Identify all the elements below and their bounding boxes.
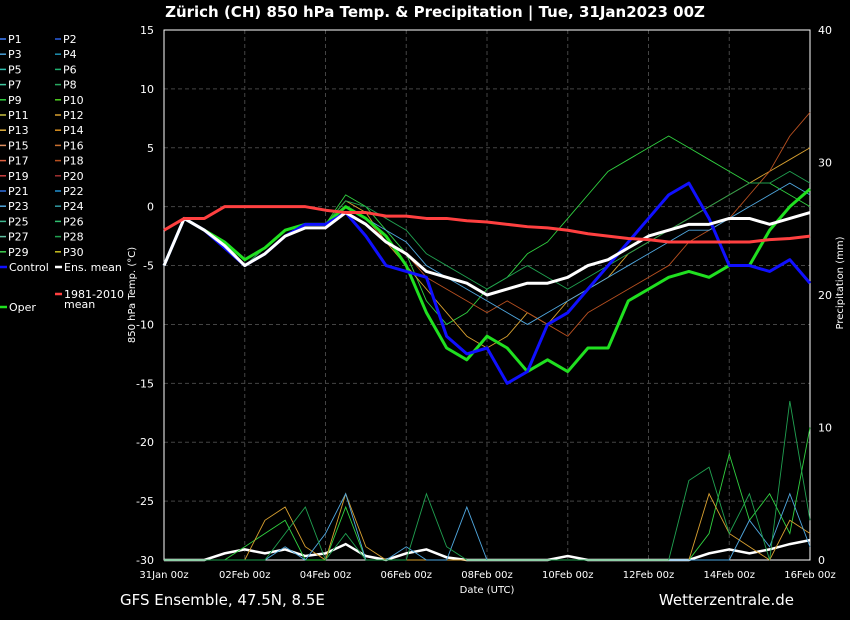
precip-lines	[164, 400, 811, 562]
legend-label: Control	[9, 261, 49, 274]
y2-tick-label: 0	[818, 554, 825, 567]
legend-label: P26	[63, 215, 84, 228]
legend-label: P30	[63, 246, 84, 259]
legend-label: P8	[63, 79, 77, 92]
legend-label: P16	[63, 139, 84, 152]
legend-label: P24	[63, 200, 84, 213]
x-axis-ticks: 31Jan 00z 02Feb 00z 04Feb 00z 06Feb 00z 08Fe…	[139, 570, 835, 581]
legend-label: P5	[8, 63, 22, 76]
y-tick-label: -20	[136, 436, 154, 449]
legend-label: P3	[8, 48, 22, 61]
legend-label: P21	[8, 185, 29, 198]
grid	[164, 30, 810, 560]
legend-label: P12	[63, 109, 84, 122]
legend-label: P9	[8, 94, 22, 107]
temp-series-line	[162, 211, 811, 297]
legend-label: P19	[8, 170, 29, 183]
y2-tick-label: 30	[818, 157, 832, 170]
x-tick-label: 02Feb 00z	[219, 570, 271, 581]
legend-label: P14	[63, 124, 84, 137]
legend-label: P7	[8, 79, 22, 92]
legend: P1 P2 P3 P4 P5 P6 P7 P8 P9 P10 P11 P12 P13 P14 P15 P16 P…	[0, 33, 124, 314]
y2-tick-label: 40	[818, 24, 832, 37]
x-tick-label: 06Feb 00z	[380, 570, 432, 581]
legend-label: Oper	[9, 301, 36, 314]
legend-label: P4	[63, 48, 77, 61]
y2-axis-label: Precipitation (mm)	[835, 236, 846, 329]
legend-label: P17	[8, 155, 29, 168]
temp-lines	[162, 112, 812, 385]
legend-label: P6	[63, 63, 77, 76]
precip-series-line	[164, 400, 811, 561]
legend-label: P23	[8, 200, 29, 213]
x-tick-label: 10Feb 00z	[542, 570, 594, 581]
legend-label: Ens. mean	[64, 261, 122, 274]
legend-label: P29	[8, 246, 29, 259]
x-axis-label: Date (UTC)	[460, 585, 515, 596]
legend-label: P11	[8, 109, 29, 122]
legend-label: P13	[8, 124, 29, 137]
y-tick-label: 0	[147, 201, 154, 214]
legend-label: P2	[63, 33, 77, 46]
y-tick-label: -10	[136, 318, 154, 331]
chart-title: Zürich (CH) 850 hPa Temp. & Precipitatio…	[165, 3, 705, 22]
y-tick-label: -15	[136, 377, 154, 390]
legend-label: P15	[8, 139, 29, 152]
y-tick-label: 10	[140, 83, 154, 96]
y2-axis-ticks: 40 30 20 10 0	[818, 24, 832, 567]
footer-site-name: Wetterzentrale.de	[659, 591, 794, 609]
y2-tick-label: 10	[818, 422, 832, 435]
x-tick-label: 31Jan 00z	[139, 570, 188, 581]
legend-label: mean	[64, 298, 95, 311]
legend-label: P18	[63, 155, 84, 168]
x-tick-label: 14Feb 00z	[703, 570, 755, 581]
y2-tick-label: 20	[818, 289, 832, 302]
legend-label: 1981-2010	[64, 288, 124, 301]
x-tick-label: 08Feb 00z	[461, 570, 513, 581]
y-axis-ticks: 15 10 5 0 -5 -10 -15 -20 -25 -30	[136, 24, 154, 567]
temp-series-line	[162, 187, 811, 374]
legend-label: P22	[63, 185, 84, 198]
x-tick-label: 04Feb 00z	[300, 570, 352, 581]
legend-label: P20	[63, 170, 84, 183]
y-tick-label: 5	[147, 142, 154, 155]
legend-label: P1	[8, 33, 22, 46]
legend-label: P10	[63, 94, 84, 107]
footer-model-info: GFS Ensemble, 47.5N, 8.5E	[120, 591, 325, 609]
y-axis-label: 850 hPa Temp. (°C)	[127, 247, 138, 343]
legend-label: P25	[8, 215, 29, 228]
y-tick-label: -30	[136, 554, 154, 567]
temp-series-line	[163, 205, 811, 244]
y-tick-label: -25	[136, 495, 154, 508]
y-tick-label: -5	[143, 260, 154, 273]
y-tick-label: 15	[140, 24, 154, 37]
x-tick-label: 16Feb 00z	[784, 570, 836, 581]
legend-label: P28	[63, 231, 84, 244]
x-tick-label: 12Feb 00z	[623, 570, 675, 581]
legend-label: P27	[8, 231, 29, 244]
